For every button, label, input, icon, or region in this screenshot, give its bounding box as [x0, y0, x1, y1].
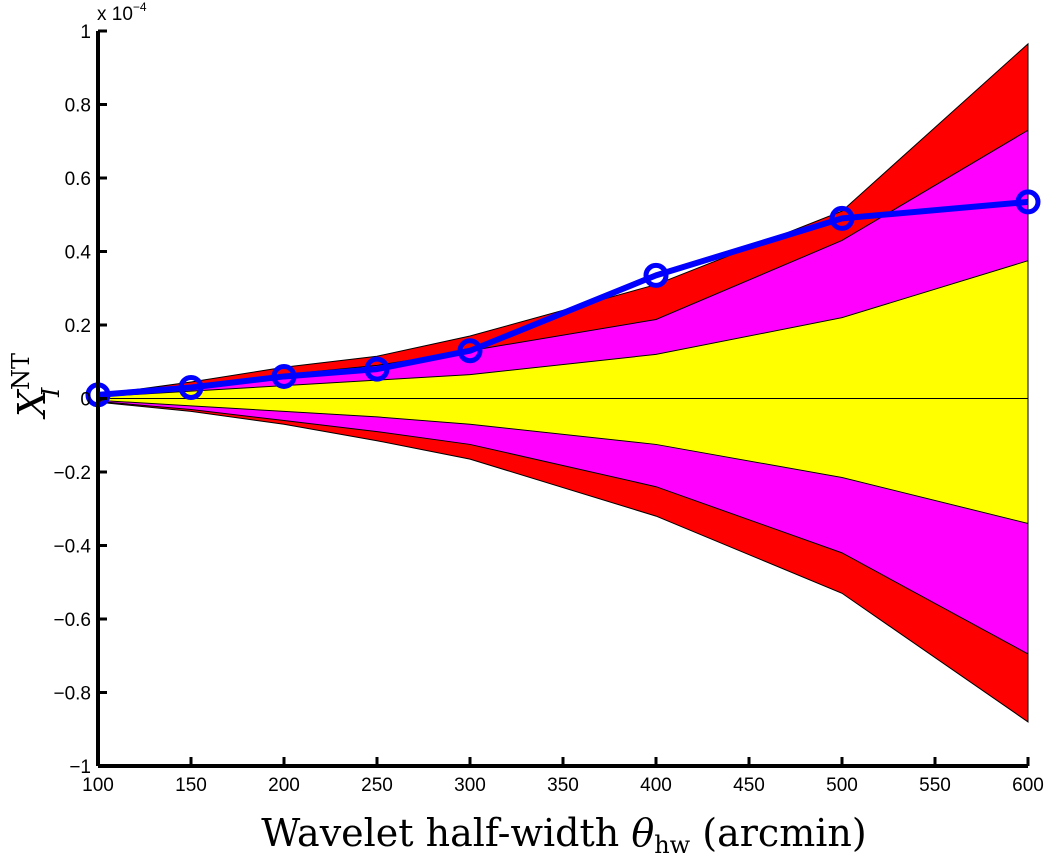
x-tick-label: 200 [268, 775, 300, 796]
series-point [364, 356, 390, 382]
y-tick-label: 0.4 [65, 243, 92, 264]
series-point [178, 374, 204, 400]
x-axis-label-subscript: hw [654, 831, 690, 856]
y-tick-label: −0.8 [53, 684, 91, 705]
y-multiplier-exponent: −4 [133, 0, 147, 14]
y-multiplier-base: x 10 [97, 4, 133, 25]
y-axis-label-subscript: I [37, 387, 65, 398]
y-tick-label: −1 [69, 757, 91, 778]
y-axis-label-symbol: X [10, 388, 54, 420]
x-tick-label: 250 [361, 775, 393, 796]
y-tick-label: −0.2 [53, 463, 91, 484]
confidence-bands [97, 42, 1029, 723]
series-point [1015, 189, 1041, 215]
x-tick-label: 400 [640, 775, 672, 796]
x-tick-label: 300 [454, 775, 486, 796]
y-axis-label-superscript: NT [7, 353, 35, 390]
series-point [829, 205, 855, 231]
y-tick-label: 0.6 [65, 169, 91, 190]
y-axis-label-group: XNTI [7, 353, 65, 420]
series-line [97, 198, 1029, 398]
y-tick-label: 0.2 [65, 316, 91, 337]
y-tick-label: 0.8 [65, 96, 91, 117]
x-axis-label: Wavelet half-width θhw (arcmin) [261, 811, 866, 856]
x-tick-label: 150 [175, 775, 207, 796]
x-tick-label: 500 [826, 775, 858, 796]
x-tick-label: 600 [1012, 775, 1044, 796]
x-tick-label: 100 [82, 775, 114, 796]
series-point [271, 363, 297, 389]
y-tick-label: 1 [80, 22, 91, 43]
series-point [643, 262, 669, 288]
x-ticks: 100 150 200 250 300 350 400 450 500 550 600 [82, 757, 1044, 796]
y-ticks: −1 −0.8 −0.6 −0.4 −0.2 0 0.2 0.4 0.6 0.8 1 [53, 22, 107, 778]
y-axis-label: XNTI [7, 353, 65, 420]
x-axis-label-symbol: θ [631, 811, 654, 855]
x-tick-label: 350 [547, 775, 579, 796]
y-axis-multiplier: x 10−4 [97, 0, 147, 25]
x-tick-label: 450 [733, 775, 765, 796]
series-point [457, 338, 483, 364]
y-tick-label: −0.6 [53, 610, 91, 631]
x-axis-label-suffix: (arcmin) [690, 811, 867, 855]
x-axis-label-prefix: Wavelet half-width [261, 811, 631, 855]
inner-band [97, 260, 1029, 525]
data-series [85, 189, 1041, 408]
y-tick-label: 0 [80, 390, 91, 411]
y-tick-label: −0.4 [53, 537, 91, 558]
x-tick-label: 550 [919, 775, 951, 796]
